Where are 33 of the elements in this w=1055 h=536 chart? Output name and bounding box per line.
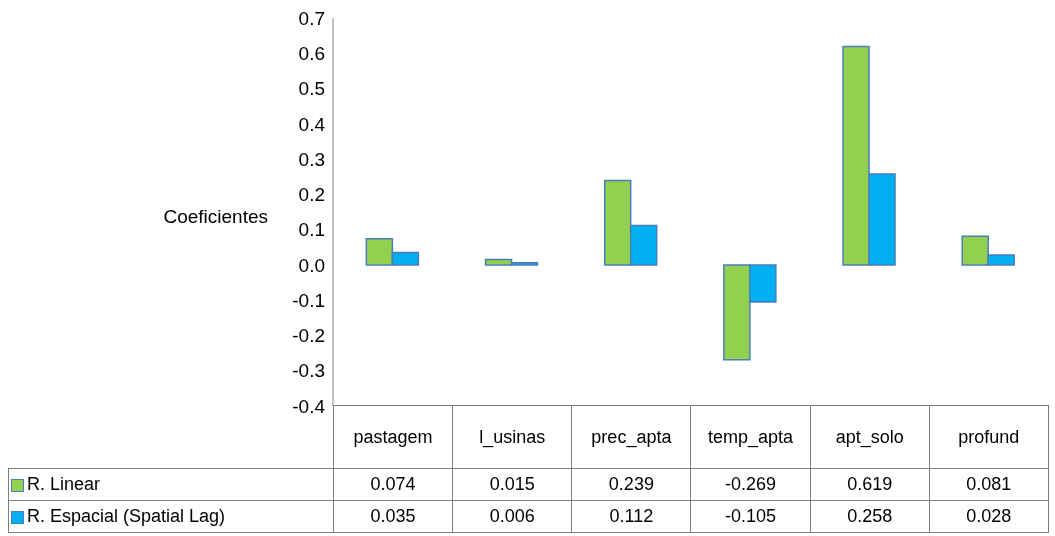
data-label: -0.269	[690, 468, 811, 501]
y-tick-label: 0.6	[298, 43, 325, 65]
x-tick-label: pastagem	[333, 405, 453, 469]
x-tick-label: profund	[929, 405, 1049, 469]
y-tick-label: 0.0	[298, 254, 325, 276]
data-label: 0.258	[810, 500, 930, 533]
data-label: 0.074	[333, 468, 453, 501]
data-label: 0.619	[810, 468, 930, 501]
y-axis-title: Coeficientes	[162, 206, 268, 228]
y-tick-label: 0.1	[298, 219, 325, 241]
y-tick-label: -0.2	[292, 325, 325, 347]
legend-label: R. Espacial (Spatial Lag)	[8, 500, 334, 533]
x-tick-label: temp_apta	[690, 405, 811, 469]
data-label: 0.015	[452, 468, 572, 501]
data-label: 0.035	[333, 500, 453, 533]
y-tick-label: 0.5	[298, 78, 325, 100]
y-tick-label: 0.7	[298, 7, 325, 29]
data-label: 0.006	[452, 500, 572, 533]
data-label: 0.028	[929, 500, 1049, 533]
y-tick-label: 0.4	[298, 113, 326, 135]
data-label: 0.239	[571, 468, 691, 501]
y-tick-label: -0.4	[292, 395, 326, 417]
y-tick-label: -0.3	[292, 360, 325, 382]
y-tick-label: 0.2	[298, 184, 325, 206]
y-tick-label: 0.3	[298, 148, 325, 170]
x-tick-label: prec_apta	[571, 405, 691, 469]
x-tick-label: l_usinas	[452, 405, 572, 469]
x-tick-label: apt_solo	[810, 405, 930, 469]
y-tick-label: -0.1	[292, 289, 325, 311]
legend-label: R. Linear	[8, 468, 334, 501]
data-label: -0.105	[690, 500, 811, 533]
data-label: 0.081	[929, 468, 1049, 501]
data-label: 0.112	[571, 500, 691, 533]
